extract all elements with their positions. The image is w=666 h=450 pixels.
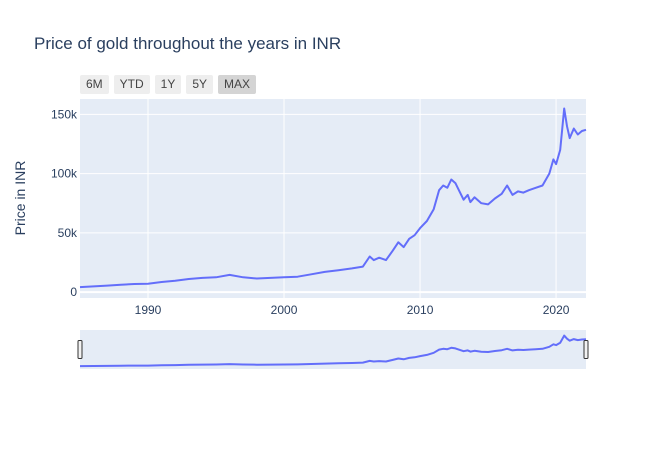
y-tick-label: 150k [51, 107, 78, 121]
x-tick-labels: 1990 2000 2010 2020 [135, 303, 570, 317]
range-slider-handle-right[interactable] [583, 340, 589, 359]
x-tick-label: 1990 [135, 303, 162, 317]
range-button-ytd[interactable]: YTD [113, 75, 150, 94]
y-tick-label: 100k [51, 167, 78, 181]
x-tick-label: 2000 [271, 303, 298, 317]
x-gridlines [147, 99, 557, 298]
chart-title: Price of gold throughout the years in IN… [34, 34, 342, 53]
x-tick-label: 2020 [543, 303, 570, 317]
y-gridlines [80, 113, 586, 294]
y-tick-label: 50k [58, 226, 78, 240]
range-button-6m[interactable]: 6M [80, 75, 109, 94]
x-tick-label: 2010 [407, 303, 434, 317]
range-button-5y[interactable]: 5Y [186, 75, 214, 94]
plot-area [80, 99, 586, 298]
y-tick-labels: 0 50k 100k 150k [51, 107, 78, 299]
range-button-max[interactable]: MAX [218, 75, 257, 94]
range-slider-handle-left[interactable] [77, 340, 83, 359]
range-selector: 6M YTD 1Y 5Y MAX [80, 75, 257, 94]
series-line [79, 107, 587, 289]
y-tick-label: 0 [70, 285, 77, 299]
range-slider-line [79, 334, 587, 368]
range-button-1y[interactable]: 1Y [154, 75, 182, 94]
